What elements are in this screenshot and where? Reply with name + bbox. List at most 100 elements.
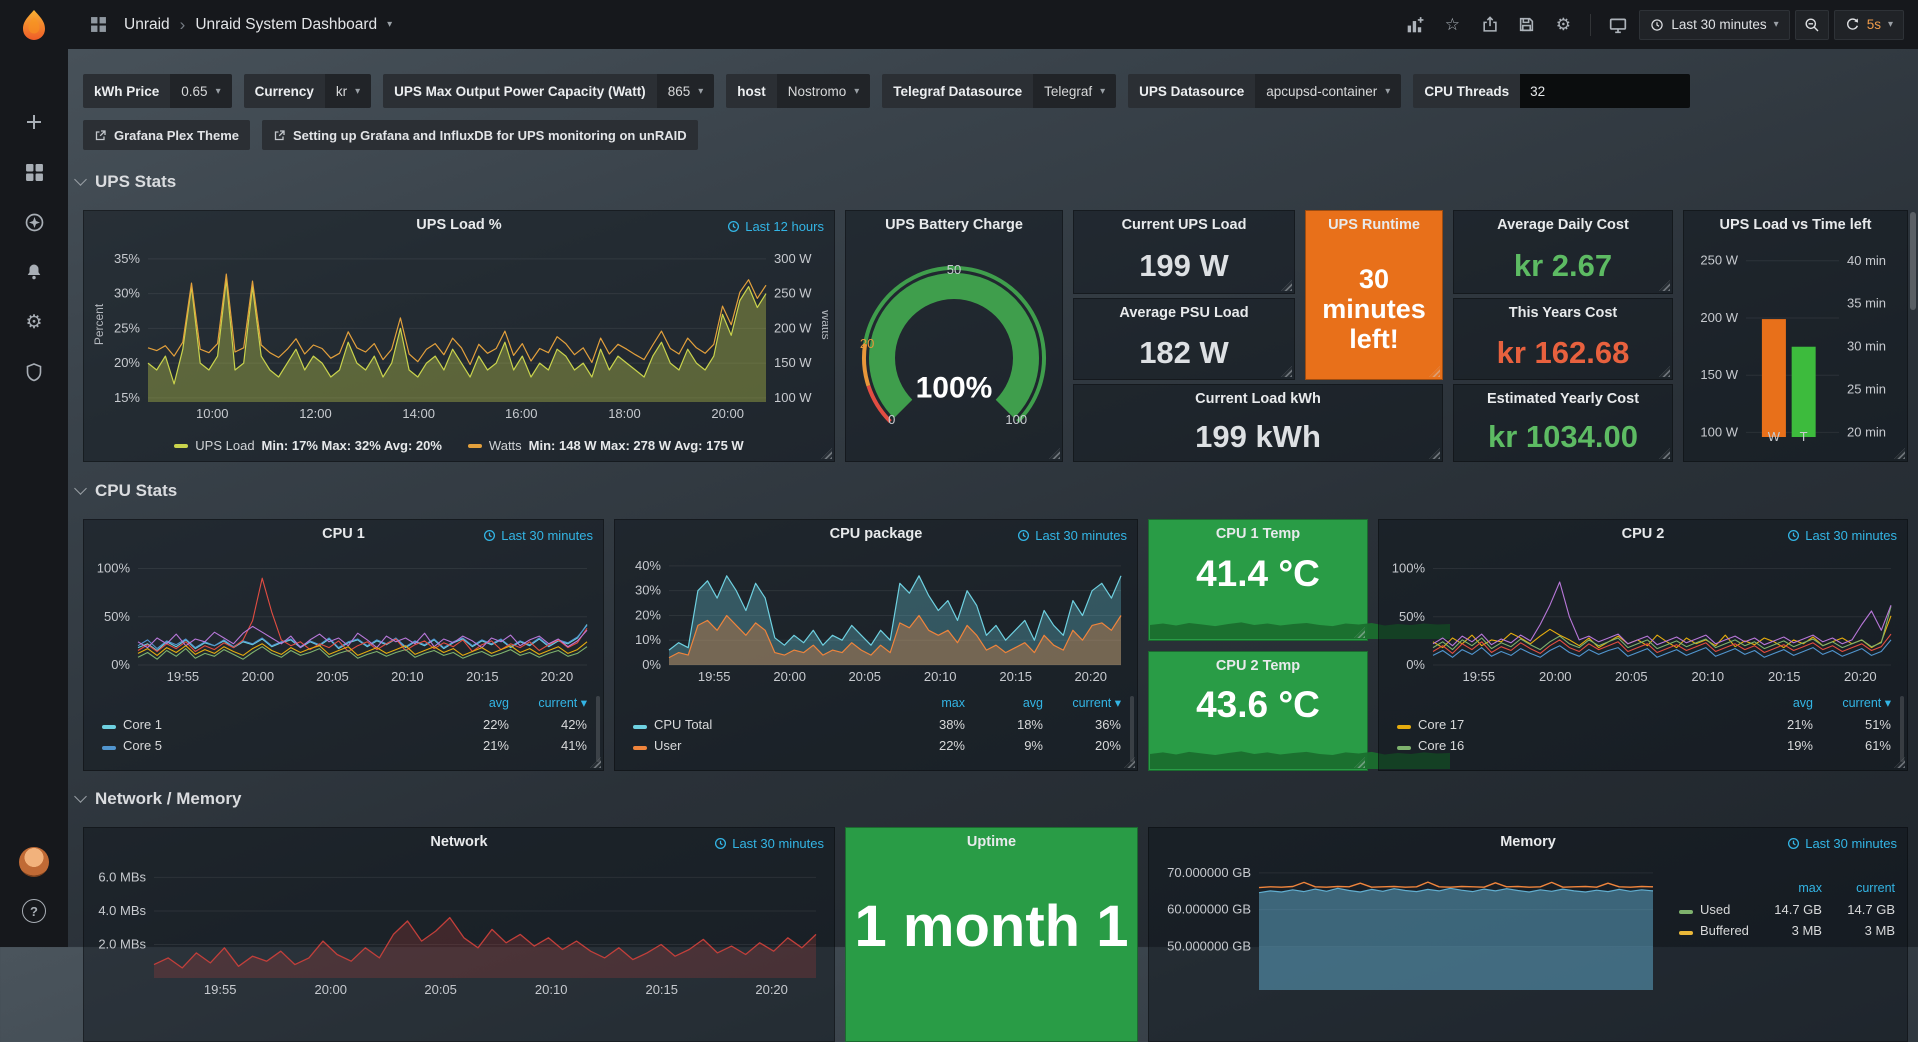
legend-sort-header[interactable]: avg bbox=[1792, 695, 1813, 710]
panel-title[interactable]: Memory bbox=[1500, 834, 1556, 850]
panel-resize-handle[interactable] bbox=[1659, 280, 1670, 291]
legend-item[interactable]: Core 17 bbox=[1389, 714, 1735, 735]
panel-title[interactable]: UPS Runtime bbox=[1328, 217, 1420, 233]
server-admin-shield-icon[interactable] bbox=[23, 361, 45, 383]
alerting-bell-icon[interactable] bbox=[23, 261, 45, 283]
panel-header[interactable]: UPS Load % bbox=[84, 211, 834, 239]
legend-item[interactable]: Core 1 bbox=[94, 714, 431, 735]
panel-resize-handle[interactable] bbox=[1281, 366, 1292, 377]
legend-sort-header[interactable]: max bbox=[941, 695, 965, 710]
panel-header[interactable]: Uptime bbox=[846, 828, 1137, 856]
panel-title[interactable]: Network bbox=[430, 834, 488, 850]
variable-value-dropdown[interactable]: Telegraf ▾ bbox=[1033, 74, 1117, 108]
legend-sort-header[interactable]: avg bbox=[1022, 695, 1043, 710]
panel-header[interactable]: Memory bbox=[1149, 828, 1907, 856]
panel-header[interactable]: Current Load kWh bbox=[1074, 385, 1442, 413]
panel-time-range[interactable]: Last 30 minutes bbox=[714, 836, 824, 851]
legend-sort-header[interactable]: avg bbox=[488, 695, 509, 710]
legend-sort-header[interactable]: current ▾ bbox=[538, 696, 587, 710]
page-scrollbar-thumb[interactable] bbox=[1910, 212, 1916, 310]
panel-header[interactable]: CPU package bbox=[615, 520, 1137, 548]
row-toggle-network-memory[interactable]: Network / Memory bbox=[74, 789, 241, 809]
panel-title[interactable]: This Years Cost bbox=[1508, 305, 1618, 321]
panel-resize-handle[interactable] bbox=[1659, 366, 1670, 377]
save-icon[interactable] bbox=[1510, 10, 1542, 40]
panel-time-range[interactable]: Last 30 minutes bbox=[1017, 528, 1127, 543]
time-range-picker[interactable]: Last 30 minutes ▾ bbox=[1639, 9, 1790, 40]
dashboards-grid-icon[interactable] bbox=[23, 161, 45, 183]
legend-item[interactable]: User bbox=[625, 735, 887, 756]
panel-title[interactable]: Current Load kWh bbox=[1195, 391, 1321, 407]
legend-sort-header[interactable]: max bbox=[1798, 881, 1822, 895]
panel-header[interactable]: CPU 2 Temp bbox=[1149, 652, 1367, 680]
panel-header[interactable]: Average PSU Load bbox=[1074, 299, 1294, 327]
panel-resize-handle[interactable] bbox=[590, 757, 601, 768]
panel-header[interactable]: Network bbox=[84, 828, 834, 856]
settings-gear-icon[interactable]: ⚙ bbox=[1555, 14, 1571, 34]
legend-item[interactable]: Core 16 bbox=[1389, 735, 1735, 756]
panel-title[interactable]: Average Daily Cost bbox=[1497, 217, 1629, 233]
panel-header[interactable]: UPS Load vs Time left bbox=[1684, 211, 1907, 239]
panel-header[interactable]: Average Daily Cost bbox=[1454, 211, 1672, 239]
cpu-threads-input[interactable] bbox=[1520, 74, 1691, 108]
create-plus-icon[interactable] bbox=[23, 111, 45, 133]
star-icon[interactable]: ☆ bbox=[1444, 14, 1460, 34]
legend-sort-header[interactable]: current ▾ bbox=[1072, 696, 1121, 710]
legend-item[interactable]: CPU Total bbox=[625, 714, 887, 735]
refresh-button[interactable]: 5s ▾ bbox=[1833, 9, 1904, 40]
breadcrumb-folder[interactable]: Unraid bbox=[124, 15, 170, 33]
panel-header[interactable]: CPU 1 bbox=[84, 520, 603, 548]
panel-header[interactable]: UPS Battery Charge bbox=[846, 211, 1062, 239]
legend-scrollbar[interactable] bbox=[596, 696, 600, 762]
legend-item[interactable]: Watts Min: 148 W Max: 278 W Avg: 175 W bbox=[467, 438, 744, 453]
panel-resize-handle[interactable] bbox=[821, 448, 832, 459]
panel-resize-handle[interactable] bbox=[1429, 448, 1440, 459]
legend-sort-header[interactable]: current ▾ bbox=[1842, 696, 1891, 710]
dashboard-link-plex-theme[interactable]: Grafana Plex Theme bbox=[83, 120, 250, 150]
panel-header[interactable]: CPU 1 Temp bbox=[1149, 520, 1367, 548]
panel-resize-handle[interactable] bbox=[1281, 280, 1292, 291]
variable-value-dropdown[interactable]: 0.65 ▾ bbox=[170, 74, 232, 108]
dashboard-title[interactable]: Unraid System Dashboard bbox=[195, 15, 378, 33]
panel-title[interactable]: UPS Battery Charge bbox=[885, 217, 1023, 233]
share-icon[interactable] bbox=[1473, 10, 1505, 40]
variable-value-dropdown[interactable]: kr ▾ bbox=[324, 74, 372, 108]
grafana-logo[interactable] bbox=[0, 0, 68, 49]
panel-header[interactable]: CPU 2 bbox=[1379, 520, 1907, 548]
legend-sort-header[interactable]: current bbox=[1856, 881, 1895, 895]
panel-title[interactable]: Estimated Yearly Cost bbox=[1486, 391, 1640, 407]
legend-item[interactable]: Core 5 bbox=[94, 735, 431, 756]
panel-resize-handle[interactable] bbox=[1124, 757, 1135, 768]
row-toggle-cpu-stats[interactable]: CPU Stats bbox=[74, 481, 177, 501]
panel-title[interactable]: Current UPS Load bbox=[1121, 217, 1247, 233]
panel-time-range[interactable]: Last 30 minutes bbox=[1787, 528, 1897, 543]
panel-time-range[interactable]: Last 12 hours bbox=[727, 219, 824, 234]
panel-title[interactable]: CPU 2 bbox=[1621, 526, 1665, 542]
panel-time-range[interactable]: Last 30 minutes bbox=[1787, 836, 1897, 851]
panel-resize-handle[interactable] bbox=[1894, 757, 1905, 768]
panel-header[interactable]: This Years Cost bbox=[1454, 299, 1672, 327]
cycle-view-monitor-icon[interactable] bbox=[1602, 10, 1634, 40]
dashboard-link-ups-guide[interactable]: Setting up Grafana and InfluxDB for UPS … bbox=[262, 120, 698, 150]
panel-header[interactable]: Estimated Yearly Cost bbox=[1454, 385, 1672, 413]
panel-title[interactable]: CPU 2 Temp bbox=[1215, 658, 1301, 674]
panel-time-range[interactable]: Last 30 minutes bbox=[483, 528, 593, 543]
panel-title[interactable]: CPU 1 Temp bbox=[1215, 526, 1301, 542]
panel-title[interactable]: UPS Load % bbox=[416, 217, 502, 233]
panel-title[interactable]: Uptime bbox=[966, 834, 1017, 850]
panel-resize-handle[interactable] bbox=[1659, 448, 1670, 459]
panel-title[interactable]: Average PSU Load bbox=[1119, 305, 1249, 321]
add-panel-icon[interactable] bbox=[1399, 10, 1431, 40]
legend-item[interactable]: UPS Load Min: 17% Max: 32% Avg: 20% bbox=[174, 438, 442, 453]
panel-resize-handle[interactable] bbox=[1429, 366, 1440, 377]
panel-title[interactable]: CPU 1 bbox=[322, 526, 365, 542]
dashboard-picker-grid-icon[interactable] bbox=[82, 10, 114, 40]
panel-title[interactable]: CPU package bbox=[829, 526, 923, 542]
panel-resize-handle[interactable] bbox=[1354, 627, 1365, 638]
panel-resize-handle[interactable] bbox=[1354, 757, 1365, 768]
legend-item[interactable]: Used bbox=[1671, 899, 1749, 920]
help-question-icon[interactable]: ? bbox=[22, 899, 46, 923]
panel-header[interactable]: UPS Runtime bbox=[1306, 211, 1442, 239]
panel-resize-handle[interactable] bbox=[1894, 448, 1905, 459]
variable-value-dropdown[interactable]: Nostromo ▾ bbox=[776, 74, 871, 108]
